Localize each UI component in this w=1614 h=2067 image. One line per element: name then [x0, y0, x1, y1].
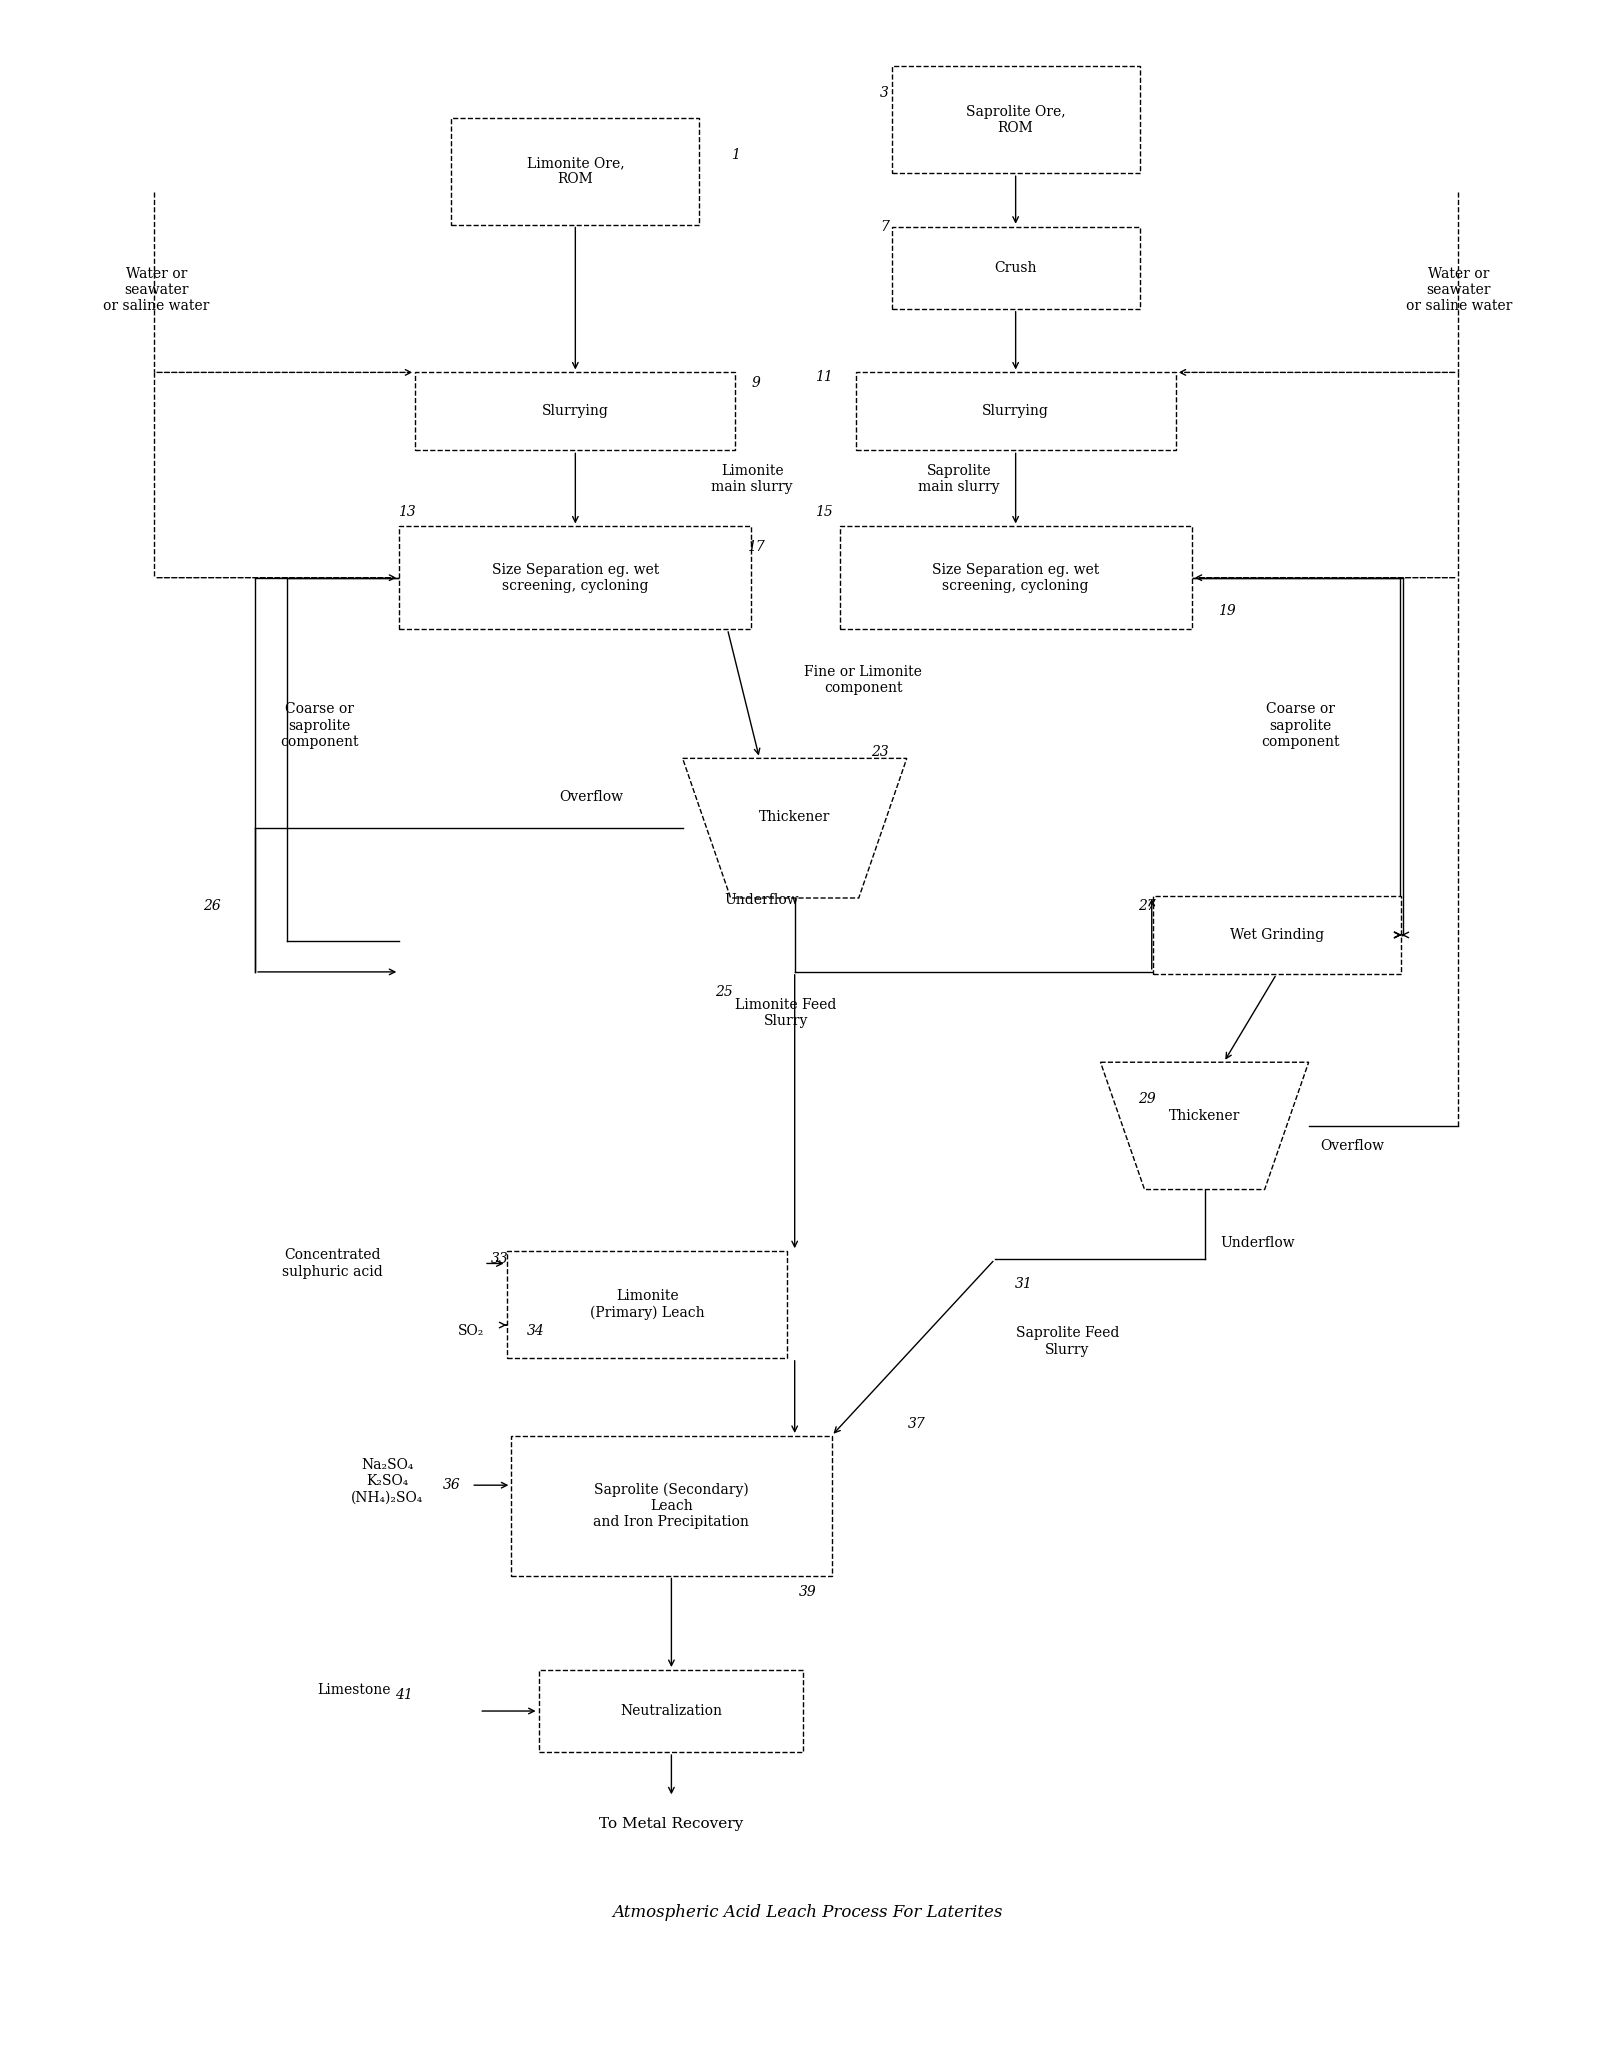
Text: Fine or Limonite
component: Fine or Limonite component	[804, 666, 922, 695]
FancyBboxPatch shape	[855, 372, 1175, 451]
Text: Coarse or
saprolite
component: Coarse or saprolite component	[1261, 703, 1340, 748]
Text: 25: 25	[715, 986, 733, 1000]
Text: 9: 9	[752, 376, 760, 391]
Text: 29: 29	[1138, 1091, 1156, 1106]
Text: Underflow: Underflow	[1220, 1236, 1294, 1251]
Text: Slurrying: Slurrying	[542, 405, 608, 418]
Text: To Metal Recovery: To Metal Recovery	[599, 1817, 742, 1831]
Text: 26: 26	[203, 899, 221, 914]
Text: 1: 1	[731, 147, 739, 161]
Text: Water or
seawater
or saline water: Water or seawater or saline water	[1404, 267, 1511, 314]
Text: Thickener: Thickener	[759, 810, 830, 825]
FancyBboxPatch shape	[450, 118, 699, 225]
Text: Limestone: Limestone	[318, 1683, 391, 1697]
FancyBboxPatch shape	[891, 66, 1139, 174]
Text: Saprolite Feed
Slurry: Saprolite Feed Slurry	[1015, 1327, 1119, 1356]
FancyBboxPatch shape	[839, 527, 1191, 628]
Text: Water or
seawater
or saline water: Water or seawater or saline water	[103, 267, 210, 314]
Text: Atmospheric Acid Leach Process For Laterites: Atmospheric Acid Leach Process For Later…	[612, 1904, 1002, 1920]
FancyBboxPatch shape	[1152, 895, 1399, 974]
FancyBboxPatch shape	[539, 1670, 804, 1753]
Text: Coarse or
saprolite
component: Coarse or saprolite component	[279, 703, 358, 748]
Text: Limonite Feed
Slurry: Limonite Feed Slurry	[734, 998, 836, 1027]
Text: Neutralization: Neutralization	[620, 1703, 721, 1718]
Text: 23: 23	[870, 746, 888, 759]
Text: 34: 34	[526, 1325, 544, 1337]
FancyBboxPatch shape	[415, 372, 734, 451]
Text: 39: 39	[799, 1585, 815, 1600]
FancyBboxPatch shape	[507, 1251, 788, 1358]
Text: 7: 7	[880, 219, 888, 234]
Text: Thickener: Thickener	[1169, 1108, 1240, 1122]
Text: Size Separation eg. wet
screening, cycloning: Size Separation eg. wet screening, cyclo…	[491, 562, 659, 593]
Text: Limonite
main slurry: Limonite main slurry	[712, 465, 792, 494]
Text: Overflow: Overflow	[558, 790, 623, 804]
Text: Underflow: Underflow	[723, 893, 799, 907]
Text: Slurrying: Slurrying	[981, 405, 1049, 418]
Text: 3: 3	[880, 87, 888, 99]
Text: Overflow: Overflow	[1319, 1139, 1383, 1153]
Text: 11: 11	[813, 370, 831, 384]
Text: 33: 33	[491, 1253, 508, 1267]
Text: 37: 37	[907, 1416, 925, 1430]
Text: 27: 27	[1138, 899, 1156, 914]
Text: Saprolite (Secondary)
Leach
and Iron Precipitation: Saprolite (Secondary) Leach and Iron Pre…	[592, 1482, 749, 1530]
Text: Concentrated
sulphuric acid: Concentrated sulphuric acid	[282, 1248, 383, 1279]
Text: Size Separation eg. wet
screening, cycloning: Size Separation eg. wet screening, cyclo…	[931, 562, 1099, 593]
Text: 41: 41	[395, 1687, 413, 1701]
FancyBboxPatch shape	[891, 227, 1139, 308]
Text: 31: 31	[1014, 1277, 1031, 1292]
Polygon shape	[1099, 1062, 1307, 1189]
Text: 17: 17	[747, 539, 765, 554]
Polygon shape	[683, 759, 905, 897]
Text: Limonite
(Primary) Leach: Limonite (Primary) Leach	[589, 1290, 704, 1321]
Text: 36: 36	[442, 1478, 460, 1492]
FancyBboxPatch shape	[512, 1437, 831, 1575]
Text: 13: 13	[399, 504, 416, 519]
Text: Saprolite
main slurry: Saprolite main slurry	[918, 465, 999, 494]
Text: 15: 15	[813, 504, 831, 519]
Text: Na₂SO₄
K₂SO₄
(NH₄)₂SO₄: Na₂SO₄ K₂SO₄ (NH₄)₂SO₄	[350, 1457, 423, 1505]
Text: Wet Grinding: Wet Grinding	[1228, 928, 1323, 943]
Text: 19: 19	[1217, 604, 1235, 618]
Text: Limonite Ore,
ROM: Limonite Ore, ROM	[526, 157, 623, 186]
Text: Saprolite Ore,
ROM: Saprolite Ore, ROM	[965, 105, 1065, 134]
Text: SO₂: SO₂	[457, 1325, 484, 1337]
Text: Crush: Crush	[994, 260, 1036, 275]
FancyBboxPatch shape	[399, 527, 751, 628]
